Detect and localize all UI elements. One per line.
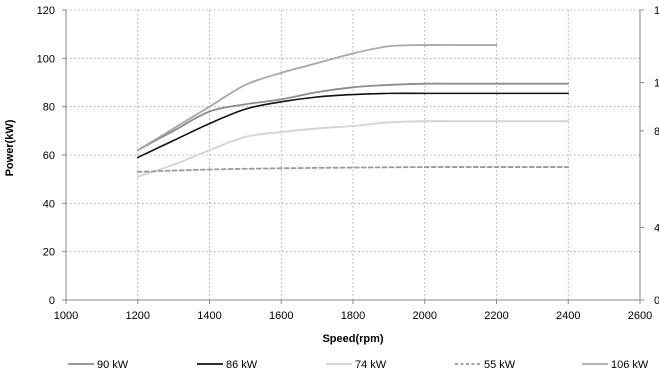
y-tick-label: 80 — [43, 102, 55, 114]
legend-label-86-kw: 86 kW — [226, 359, 258, 371]
secondary-y-tick-label: 1 — [654, 78, 659, 90]
y-axis-ticks: 0 20 40 60 80 100 120 — [37, 5, 66, 307]
series-line-74-kw — [136, 120, 570, 178]
legend-label-90-kw: 90 kW — [97, 359, 129, 371]
y-tick-label: 100 — [37, 53, 55, 65]
secondary-y-tick-label: 4 — [654, 223, 659, 235]
x-tick-label: 2200 — [484, 310, 508, 322]
y-axis-label: Power(kW) — [4, 119, 16, 176]
series-line-106-kw — [136, 44, 498, 152]
x-tick-label: 1400 — [197, 310, 221, 322]
legend-label-55-kw: 55 kW — [484, 359, 516, 371]
y-tick-label: 0 — [49, 295, 55, 307]
x-tick-label: 2600 — [628, 310, 652, 322]
x-tick-label: 1200 — [126, 310, 150, 322]
y-tick-label: 40 — [43, 198, 55, 210]
legend-label-74-kw: 74 kW — [355, 359, 387, 371]
y-tick-label: 60 — [43, 150, 55, 162]
series-lines — [136, 44, 570, 178]
grid-lines — [66, 9, 640, 300]
secondary-y-tick-label: 8 — [654, 126, 659, 138]
legend: 90 kW 86 kW 74 kW 55 kW 106 kW — [68, 359, 649, 371]
series-line-55-kw — [136, 166, 570, 173]
x-tick-label: 2000 — [413, 310, 437, 322]
x-tick-label: 1600 — [269, 310, 293, 322]
legend-label-106-kw: 106 kW — [611, 359, 649, 371]
series-line-90-kw — [136, 82, 570, 152]
x-tick-label: 1000 — [54, 310, 78, 322]
series-line-86-kw — [136, 92, 570, 159]
y-tick-label: 120 — [37, 5, 55, 17]
x-tick-label: 2400 — [556, 310, 580, 322]
x-axis-ticks: 1000 1200 1400 1600 1800 2000 2200 2400 2600 — [54, 300, 652, 322]
secondary-y-tick-label: 1 — [654, 5, 659, 17]
x-axis-label: Speed(rpm) — [322, 333, 383, 345]
y-tick-label: 20 — [43, 247, 55, 259]
x-tick-label: 1800 — [341, 310, 365, 322]
secondary-y-tick-label: 0 — [654, 295, 659, 307]
secondary-axis: 1 1 8 4 0 — [640, 5, 659, 307]
